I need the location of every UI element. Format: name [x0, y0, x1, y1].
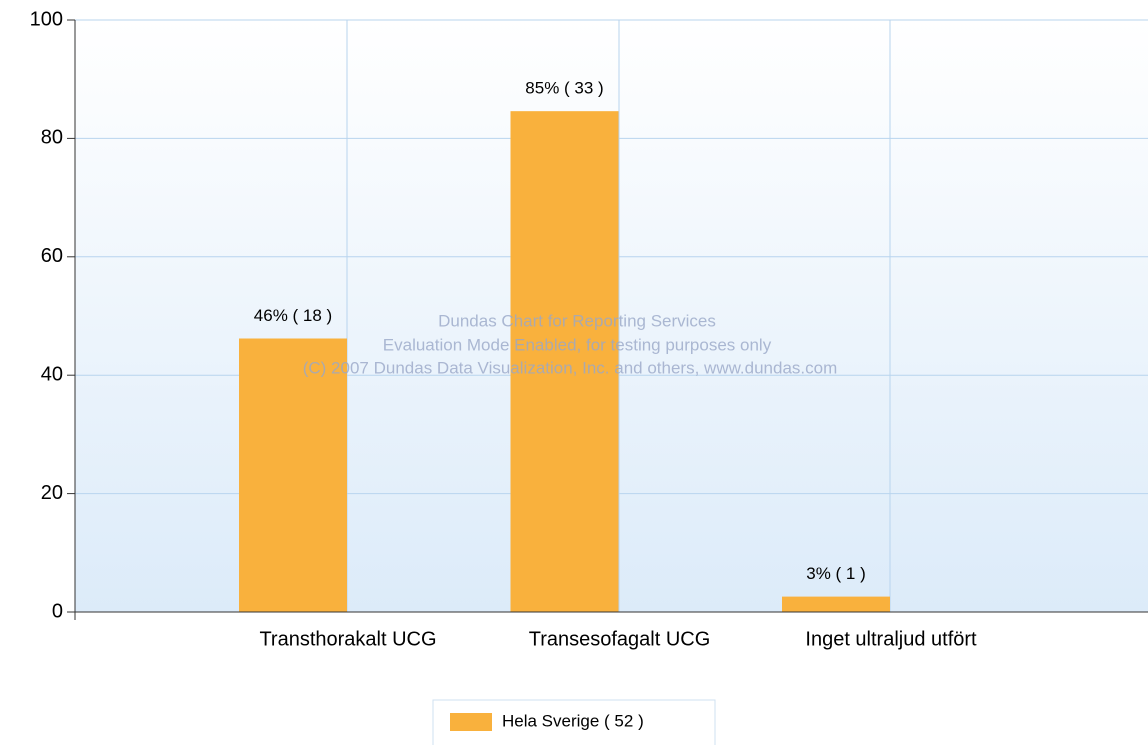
y-tick-label: 100 — [30, 8, 63, 30]
x-tick-label: Transthorakalt UCG — [259, 628, 436, 650]
value-label: 46% ( 18 ) — [254, 306, 332, 325]
legend-swatch — [450, 713, 492, 731]
x-tick-label: Inget ultraljud utfört — [805, 628, 977, 650]
bar — [239, 338, 347, 612]
y-tick-label: 20 — [41, 482, 63, 504]
bar — [510, 111, 619, 612]
value-label: 3% ( 1 ) — [806, 564, 866, 583]
y-tick-label: 80 — [41, 127, 63, 149]
x-tick-label: Transesofagalt UCG — [529, 628, 711, 650]
value-label: 85% ( 33 ) — [525, 79, 603, 98]
bar — [782, 596, 890, 612]
legend-label: Hela Sverige ( 52 ) — [502, 711, 644, 730]
y-tick-label: 60 — [41, 245, 63, 267]
watermark: (C) 2007 Dundas Data Visualization, Inc.… — [303, 358, 838, 377]
y-tick-label: 0 — [52, 600, 63, 622]
y-tick-label: 40 — [41, 363, 63, 385]
watermark: Dundas Chart for Reporting Services — [438, 311, 716, 330]
watermark: Evaluation Mode Enabled, for testing pur… — [383, 335, 772, 354]
